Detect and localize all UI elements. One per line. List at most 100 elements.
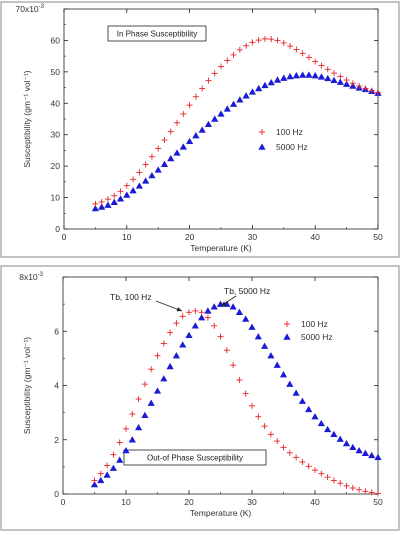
data-point bbox=[317, 419, 325, 427]
in-phase-chart: 0 10 20 30 40 50 0 10 20 30 40 50 60 70x10-3 Temperatu… bbox=[15, 4, 383, 253]
chart-title-box bbox=[123, 449, 267, 466]
data-point bbox=[349, 443, 357, 451]
data-point bbox=[135, 423, 143, 431]
data-point bbox=[129, 410, 136, 417]
data-point bbox=[274, 438, 281, 445]
data-point bbox=[110, 451, 117, 458]
data-point bbox=[91, 477, 98, 484]
x-tick-label: 30 bbox=[247, 497, 257, 507]
y-axis-label: Susceptibility (gm⁻¹ vol⁻¹) bbox=[22, 337, 32, 434]
data-point bbox=[274, 37, 281, 44]
data-point bbox=[286, 380, 294, 387]
x-tick-label: 10 bbox=[121, 497, 131, 507]
data-point bbox=[267, 352, 275, 359]
data-point bbox=[198, 314, 206, 321]
data-point bbox=[179, 313, 186, 320]
data-point bbox=[280, 444, 287, 451]
data-point bbox=[242, 92, 250, 99]
data-point bbox=[128, 436, 136, 443]
data-point bbox=[293, 46, 300, 53]
data-point bbox=[286, 449, 293, 456]
data-point bbox=[280, 74, 288, 81]
data-point bbox=[148, 153, 155, 160]
data-point bbox=[179, 341, 187, 348]
data-point bbox=[243, 42, 250, 49]
data-point bbox=[368, 489, 375, 496]
data-point bbox=[204, 314, 211, 321]
data-point bbox=[280, 39, 287, 46]
data-point bbox=[229, 100, 238, 107]
data-point bbox=[116, 195, 125, 202]
annotation-arrowhead bbox=[221, 301, 227, 306]
data-point bbox=[375, 490, 381, 497]
data-point bbox=[368, 451, 376, 459]
data-point bbox=[293, 454, 300, 461]
data-point bbox=[236, 377, 243, 384]
data-point bbox=[142, 161, 149, 168]
data-point bbox=[210, 303, 218, 310]
data-point bbox=[261, 35, 268, 42]
data-point bbox=[199, 85, 206, 92]
data-point bbox=[292, 389, 300, 396]
y-exponent: -3 bbox=[38, 272, 44, 278]
data-point bbox=[154, 352, 161, 359]
data-point bbox=[343, 482, 350, 489]
data-point bbox=[191, 322, 199, 329]
data-point bbox=[336, 78, 344, 85]
legend-label: 5000 Hz bbox=[301, 332, 333, 342]
data-point bbox=[186, 309, 192, 316]
y-tick-label: 4 bbox=[54, 381, 59, 391]
data-point bbox=[355, 447, 363, 454]
top-panel-frame bbox=[0, 1, 400, 258]
out-of-phase-chart: 0 10 20 30 40 50 0 2 4 6 8x10-3 Temperature (K) Susc… bbox=[19, 272, 383, 518]
data-point bbox=[147, 399, 155, 406]
data-point bbox=[98, 198, 105, 205]
data-point bbox=[117, 188, 124, 195]
data-point bbox=[255, 37, 262, 44]
data-point bbox=[123, 425, 129, 432]
data-point bbox=[330, 76, 338, 84]
data-point bbox=[330, 477, 337, 484]
data-point bbox=[167, 155, 175, 162]
data-point bbox=[249, 39, 256, 46]
data-point bbox=[104, 462, 111, 469]
data-point bbox=[98, 203, 106, 210]
data-point bbox=[317, 73, 326, 80]
data-point bbox=[211, 115, 219, 122]
data-point bbox=[186, 137, 194, 145]
legend-marker bbox=[283, 333, 291, 340]
data-point bbox=[141, 411, 149, 419]
data-point bbox=[356, 486, 363, 493]
data-point bbox=[204, 120, 213, 128]
data-point bbox=[343, 77, 350, 84]
data-point bbox=[242, 390, 249, 397]
legend-label: 100 Hz bbox=[276, 127, 303, 137]
data-point bbox=[267, 431, 274, 438]
annotation-label: Tb, 5000 Hz bbox=[224, 286, 270, 296]
data-point bbox=[123, 182, 130, 189]
data-point bbox=[305, 463, 312, 470]
data-point bbox=[255, 413, 262, 420]
data-point bbox=[129, 187, 137, 194]
data-point bbox=[179, 143, 187, 150]
data-point bbox=[318, 470, 325, 477]
data-point bbox=[342, 439, 351, 447]
data-point bbox=[279, 371, 288, 378]
data-point bbox=[261, 423, 268, 430]
chart-title-box bbox=[107, 25, 207, 42]
data-point bbox=[267, 78, 275, 86]
data-point bbox=[153, 387, 162, 394]
data-point bbox=[287, 43, 294, 50]
data-point bbox=[305, 54, 312, 61]
data-point bbox=[223, 105, 231, 112]
series-5000hz bbox=[90, 300, 382, 488]
data-point bbox=[286, 72, 294, 80]
data-point bbox=[337, 73, 344, 80]
data-point bbox=[331, 70, 338, 77]
data-point bbox=[192, 307, 199, 314]
x-tick-label: 0 bbox=[62, 232, 67, 242]
data-point bbox=[268, 36, 275, 43]
data-point bbox=[174, 119, 181, 126]
x-tick-label: 20 bbox=[185, 232, 195, 242]
data-point bbox=[249, 402, 255, 409]
